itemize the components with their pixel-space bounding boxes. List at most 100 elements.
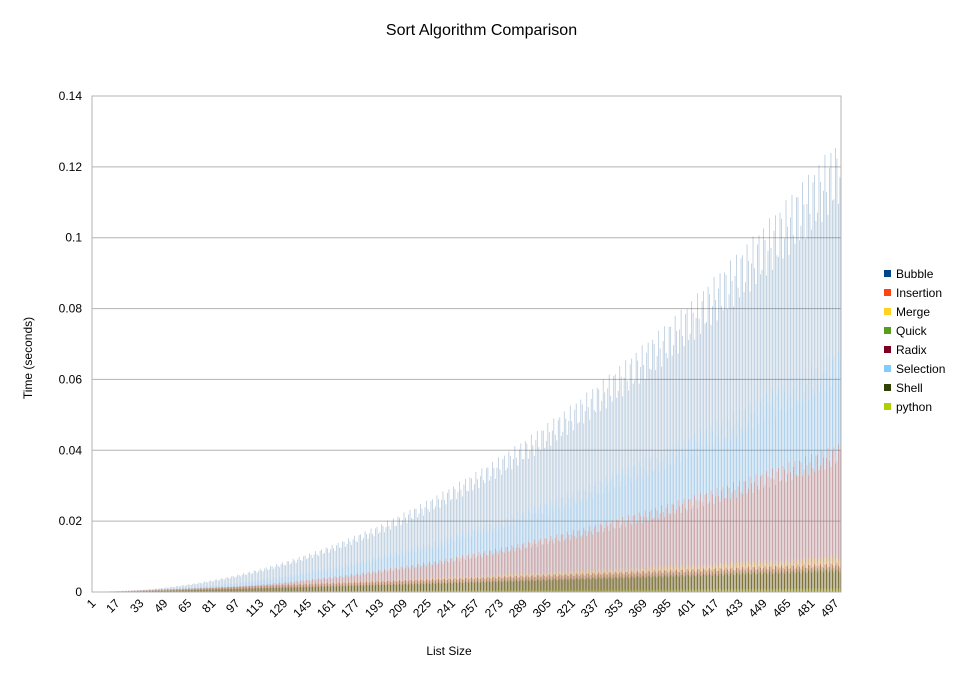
bar-bubble [351,545,352,592]
bar-python [554,590,556,592]
bar-bubble [577,423,579,592]
bar-radix [821,566,823,592]
bar-python [679,589,681,592]
bar-bubble [294,560,296,592]
bar-merge [411,579,412,592]
bar-radix [450,578,451,592]
bar-quick [491,580,493,592]
bar-bubble [244,574,246,592]
bar-radix [148,589,150,592]
bar-quick [166,590,168,592]
bar-merge [779,561,781,592]
bar-quick [342,585,343,592]
bar-merge [823,561,824,592]
bar-quick [285,587,287,592]
bar-selection [144,590,146,592]
bar-quick [649,575,651,592]
bar-bubble [300,559,302,592]
bar-bubble [668,326,670,592]
bar-selection [459,541,460,592]
bar-python [814,588,815,592]
bar-shell [466,582,468,592]
bar-selection [172,589,174,592]
bar-quick [270,587,272,592]
bar-selection [557,507,559,592]
bar-shell [279,588,281,592]
bar-radix [833,567,835,592]
bar-python [833,588,835,592]
bar-quick [824,568,826,592]
bar-merge [727,564,728,592]
bar-shell [824,570,826,592]
bar-selection [712,431,713,592]
bar-quick [619,576,621,592]
bar-quick [445,583,447,592]
bar-insertion [818,470,820,592]
bar-merge [325,583,327,592]
bar-shell [375,585,376,592]
bar-bubble [586,392,588,592]
bar-insertion [521,544,523,592]
bar-quick [659,574,661,592]
bar-selection [157,590,159,592]
bar-selection [829,376,830,592]
bar-quick [712,574,713,592]
bar-radix [760,567,761,592]
bar-bubble [578,422,580,592]
bar-merge [414,579,415,592]
bar-quick [511,580,513,592]
bar-insertion [195,589,197,592]
bar-shell [301,587,303,592]
bar-radix [763,568,764,592]
bar-insertion [381,572,382,592]
bar-insertion [241,586,243,592]
bar-quick [571,577,573,592]
bar-insertion [199,589,201,592]
bar-quick [598,576,600,592]
bar-quick [267,587,269,592]
bar-radix [505,577,507,592]
bar-quick [617,577,619,592]
bar-bubble [832,200,833,592]
bar-insertion [258,584,260,592]
bars [92,147,841,593]
bar-python [412,590,414,592]
bar-quick [629,576,631,592]
bar-insertion [539,538,541,592]
bar-bubble [226,576,228,592]
bar-python [610,589,612,592]
bar-radix [835,565,836,592]
bar-shell [304,586,306,592]
bar-insertion [778,468,779,592]
bar-merge [133,590,135,592]
bar-radix [500,578,502,592]
x-tick-labels: 1 17 33 49 65 81 97 113 129 145 161 177 193 209 225 241… [84,596,842,620]
bar-quick [616,576,618,592]
bar-insertion [219,587,221,592]
bar-quick [283,587,285,592]
bar-radix [232,586,234,592]
bar-merge [159,590,161,592]
bar-bubble [355,541,357,592]
bar-insertion [166,590,168,592]
bar-shell [515,580,517,592]
bar-merge [662,568,664,592]
bar-selection [691,455,693,592]
bar-bubble [420,504,421,592]
bar-radix [836,563,838,592]
bar-radix [470,577,472,592]
bar-merge [758,560,760,592]
bar-shell [385,585,387,592]
bar-bubble [743,292,745,592]
bar-shell [556,580,558,592]
bar-merge [265,585,267,592]
bar-insertion [460,558,462,592]
bar-insertion [536,546,538,592]
bar-merge [409,578,411,592]
bar-quick [174,590,176,592]
bar-bubble [563,411,565,592]
bar-merge [364,581,366,592]
bar-bubble [551,430,553,592]
bar-shell [571,578,573,592]
bar-python [793,588,794,592]
